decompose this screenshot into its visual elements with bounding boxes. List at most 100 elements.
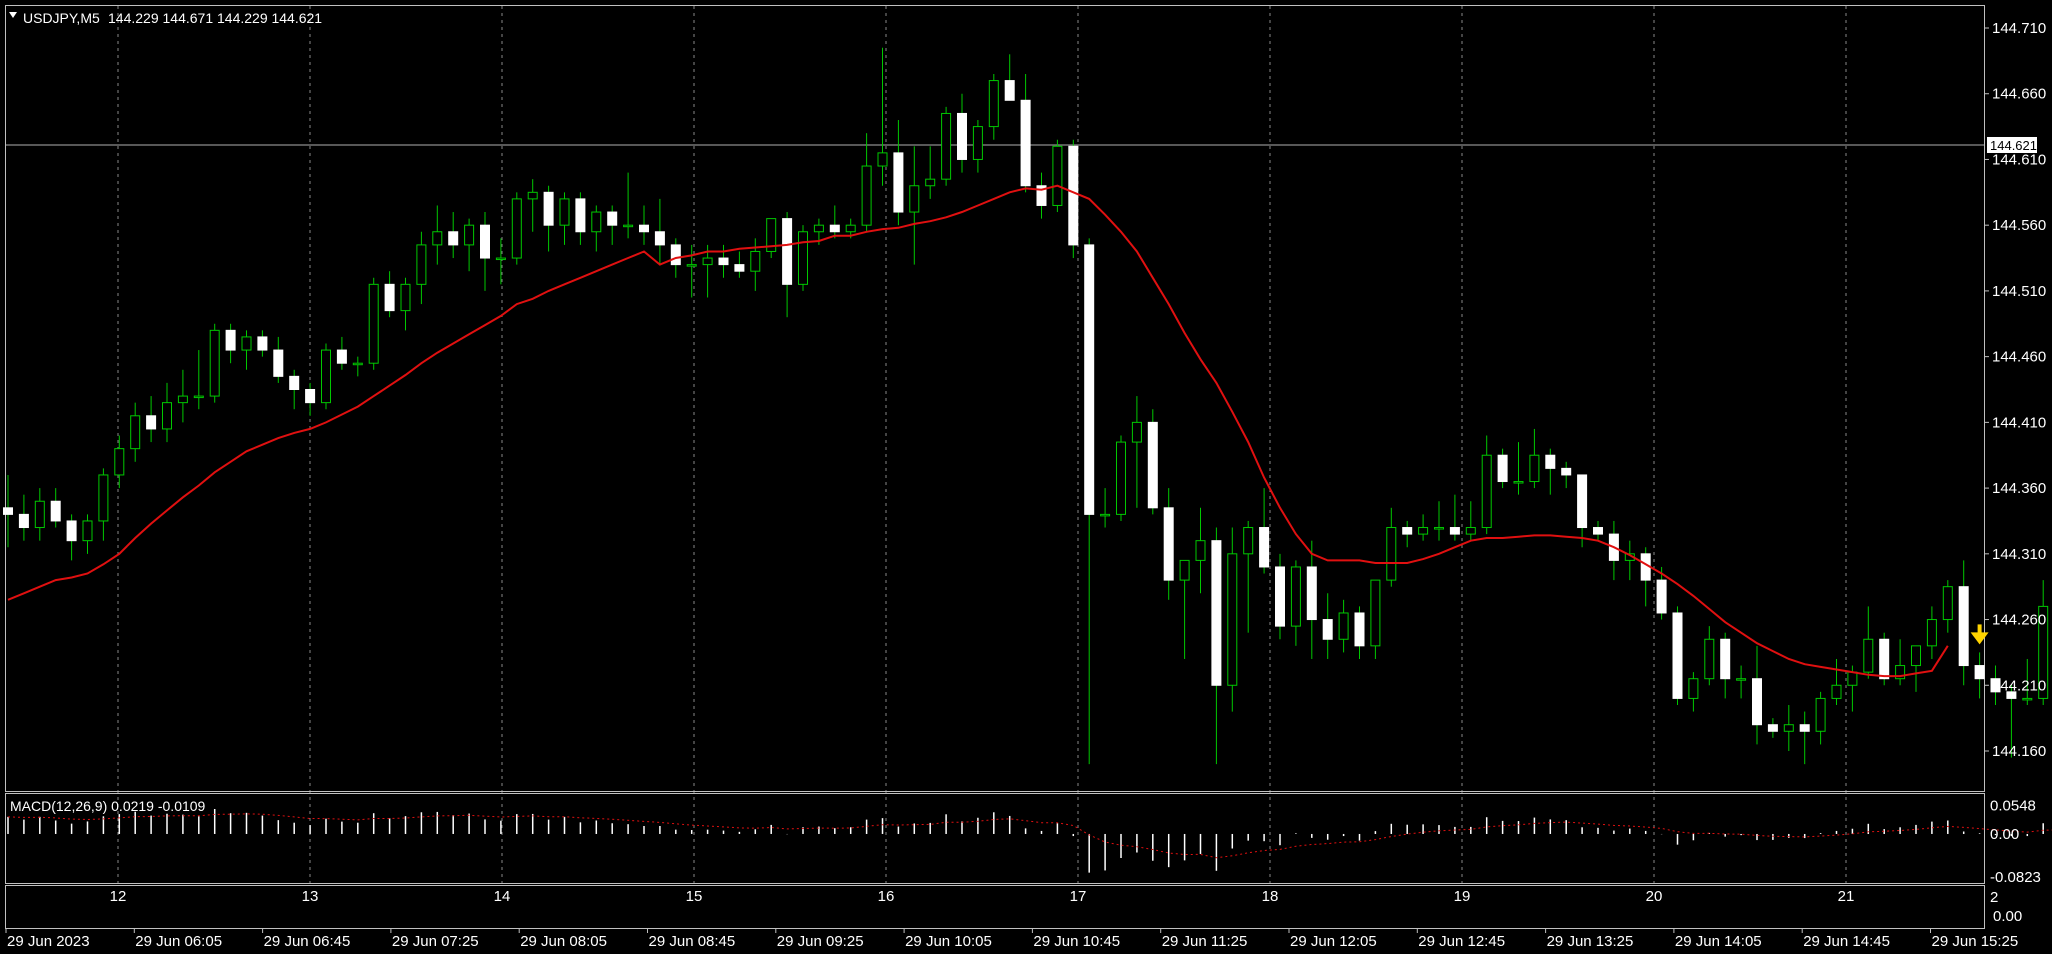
time-label: 29 Jun 15:25 xyxy=(1932,933,2019,950)
candle xyxy=(925,146,936,199)
candle xyxy=(1449,494,1460,541)
current-price-tag: 144.621 xyxy=(1987,136,2037,153)
macd-scale-label: -0.0823 xyxy=(1990,869,2041,886)
grid-number-label: 21 xyxy=(1838,888,1855,905)
candle xyxy=(464,218,475,272)
candle-body-bull xyxy=(702,257,713,266)
candle xyxy=(1752,645,1762,745)
candle xyxy=(941,106,952,186)
candle xyxy=(225,323,236,364)
candle xyxy=(1608,520,1619,581)
candle xyxy=(448,212,459,259)
candle xyxy=(400,277,411,331)
candle-body-bear xyxy=(1354,612,1365,647)
candle-body-bull xyxy=(1100,513,1111,517)
candle xyxy=(1672,606,1683,705)
candle-body-bull xyxy=(559,198,570,226)
candle-body-bear xyxy=(1259,527,1270,568)
candle xyxy=(130,402,141,462)
candle-body-bear xyxy=(3,507,13,515)
candle-body-bull xyxy=(527,191,538,200)
candle-body-bull xyxy=(209,329,220,397)
candle-body-bull xyxy=(1052,145,1063,206)
candle-body-bear xyxy=(1004,80,1015,101)
candle-body-bull xyxy=(1243,527,1254,555)
candle-body-bear xyxy=(654,231,665,246)
candle xyxy=(1577,474,1588,548)
candle xyxy=(1529,428,1540,489)
candle-body-bear xyxy=(480,224,490,259)
candle-body-bull xyxy=(495,257,506,261)
candle-body-bear xyxy=(1577,474,1588,529)
candle-body-bull xyxy=(813,224,824,233)
time-label: 29 Jun 14:45 xyxy=(1803,933,1890,950)
candle-body-bull xyxy=(1529,454,1540,483)
time-label: 29 Jun 11:25 xyxy=(1162,933,1248,950)
candle-body-bull xyxy=(1481,454,1492,529)
price-axis: 144.710 144.660 144.610 144.560 144.510 144.4… xyxy=(1984,20,2046,760)
time-label: 29 Jun 09:25 xyxy=(777,933,864,950)
candle xyxy=(2006,685,2017,758)
candle-body-bear xyxy=(829,224,840,233)
candle xyxy=(146,396,157,443)
grid-number-label: 20 xyxy=(1646,888,1663,905)
bottom-scale-label: 0.00 xyxy=(1993,908,2022,925)
candle-body-bull xyxy=(877,152,888,167)
dropdown-triangle-icon[interactable] xyxy=(9,12,17,18)
candle xyxy=(1131,396,1142,508)
candle-body-bear xyxy=(1720,638,1731,680)
time-label: 29 Jun 06:45 xyxy=(264,933,351,950)
candle-body-bear xyxy=(1147,421,1158,509)
macd-scale-label: 0.0548 xyxy=(1990,797,2036,814)
candle-body-bull xyxy=(972,126,983,160)
grid-number-label: 19 xyxy=(1454,888,1471,905)
time-label: 29 Jun 06:05 xyxy=(135,933,222,950)
candle-body-bear xyxy=(1497,454,1508,483)
candle-body-bear xyxy=(639,224,649,233)
candle xyxy=(209,323,220,403)
header: USDJPY,M5 144.229 144.671 144.229 144.62… xyxy=(9,10,322,26)
candle xyxy=(702,244,713,298)
candle-body-bull xyxy=(2022,697,2033,701)
candle xyxy=(1243,520,1254,633)
candle xyxy=(1084,238,1095,765)
candle-body-bull xyxy=(766,218,777,252)
candle-body-bull xyxy=(432,231,443,246)
candle xyxy=(1895,639,1906,686)
candle xyxy=(1974,652,1985,699)
candle-body-bull xyxy=(623,224,634,228)
price-tick-label: 144.510 xyxy=(1992,283,2046,300)
candle-body-bull xyxy=(352,362,363,366)
time-label: 29 Jun 14:05 xyxy=(1675,933,1762,950)
candle-body-bear xyxy=(1958,586,1969,667)
candle-body-bear xyxy=(257,336,268,351)
candle-body-bear xyxy=(1322,619,1333,640)
candle-body-bull xyxy=(1783,724,1794,732)
arrow-head xyxy=(1970,632,1989,645)
candle xyxy=(1465,501,1476,541)
candle-body-bull xyxy=(1418,527,1429,535)
candle xyxy=(1656,566,1667,620)
candle xyxy=(877,47,888,186)
macd-label: MACD(12,26,9) 0.0219 -0.0109 xyxy=(10,798,206,814)
candle xyxy=(1545,448,1556,495)
candle xyxy=(1100,488,1111,528)
macd-axis: 0.0548 0.00 -0.0823 xyxy=(1990,797,2041,886)
bottom-pane-frame xyxy=(5,885,1985,929)
candle xyxy=(1434,501,1444,541)
candle xyxy=(50,488,61,528)
candle-body-bear xyxy=(1879,638,1890,680)
candle xyxy=(193,350,204,410)
candle-body-bull xyxy=(130,415,141,450)
candle-body-bear xyxy=(670,244,681,266)
candle xyxy=(972,120,983,173)
candle-body-bear xyxy=(1974,665,1985,680)
candle-body-bull xyxy=(925,178,936,187)
candle xyxy=(1831,658,1842,705)
bottom-pane-axis: 20.00 xyxy=(1990,889,2022,925)
candle xyxy=(1052,139,1063,213)
candle-body-bear xyxy=(336,349,347,364)
candle xyxy=(1990,665,2001,705)
grid-number-label: 16 xyxy=(878,888,895,905)
